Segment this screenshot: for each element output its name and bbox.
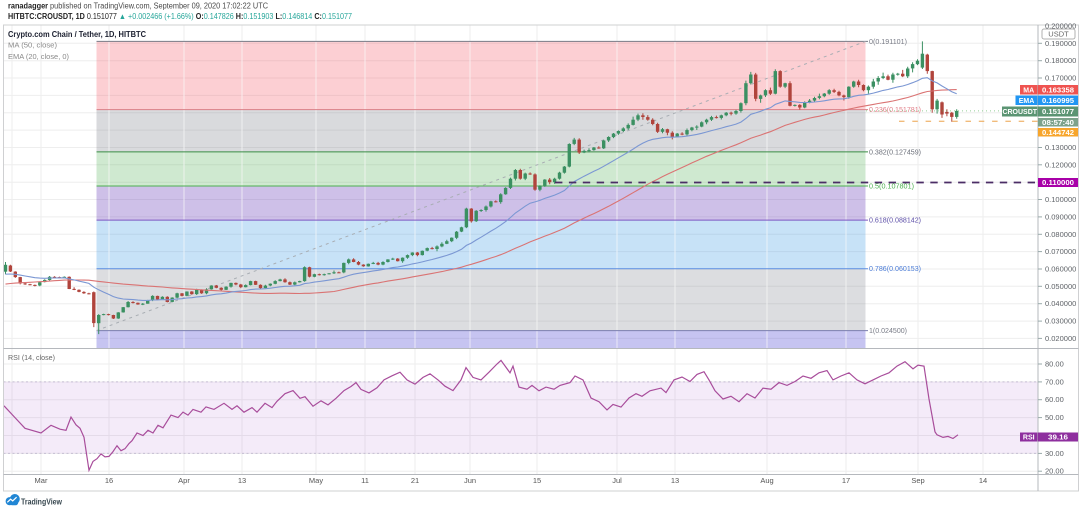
svg-text:11: 11 [361, 476, 369, 485]
svg-text:0.110000: 0.110000 [1042, 178, 1074, 187]
svg-text:16: 16 [105, 476, 113, 485]
svg-text:70.00: 70.00 [1045, 377, 1064, 386]
svg-text:USDT: USDT [1048, 30, 1069, 39]
svg-text:13: 13 [238, 476, 246, 485]
svg-text:0.130000: 0.130000 [1045, 143, 1076, 152]
svg-text:0.144742: 0.144742 [1042, 128, 1074, 137]
svg-text:30.00: 30.00 [1045, 449, 1064, 458]
svg-text:0.382(0.127459): 0.382(0.127459) [869, 147, 921, 156]
svg-text:60.00: 60.00 [1045, 395, 1064, 404]
svg-text:0.100000: 0.100000 [1045, 195, 1076, 204]
svg-text:0.163358: 0.163358 [1042, 85, 1074, 94]
svg-text:21: 21 [411, 476, 419, 485]
svg-text:ranadagger published on Tradin: ranadagger published on TradingView.com,… [8, 2, 268, 11]
svg-text:14: 14 [979, 476, 987, 485]
svg-text:0.120000: 0.120000 [1045, 160, 1076, 169]
svg-text:RSI: RSI [1023, 435, 1035, 442]
svg-text:0.200000: 0.200000 [1045, 22, 1076, 31]
svg-text:Jun: Jun [464, 476, 476, 485]
svg-text:0.080000: 0.080000 [1045, 230, 1076, 239]
svg-text:Apr: Apr [178, 476, 190, 485]
svg-text:0(0.191101): 0(0.191101) [869, 37, 907, 46]
svg-text:0.040000: 0.040000 [1045, 299, 1076, 308]
svg-text:08:57:40: 08:57:40 [1042, 120, 1074, 127]
svg-text:0.030000: 0.030000 [1045, 317, 1076, 326]
svg-text:MA (50, close): MA (50, close) [8, 41, 58, 50]
svg-text:1(0.024500): 1(0.024500) [869, 326, 907, 335]
svg-text:EMA: EMA [1019, 98, 1035, 105]
svg-text:17: 17 [842, 476, 850, 485]
svg-text:MA: MA [1023, 87, 1034, 94]
svg-text:80.00: 80.00 [1045, 360, 1064, 369]
svg-text:0.236(0.151781): 0.236(0.151781) [869, 105, 921, 114]
svg-text:CROUSDT: CROUSDT [1002, 109, 1037, 116]
svg-text:0.170000: 0.170000 [1045, 74, 1076, 83]
svg-text:May: May [309, 476, 323, 485]
svg-text:0.5(0.107801): 0.5(0.107801) [869, 182, 914, 191]
svg-text:Aug: Aug [760, 476, 773, 485]
svg-text:0.190000: 0.190000 [1045, 39, 1076, 48]
svg-text:0.090000: 0.090000 [1045, 212, 1076, 221]
svg-text:Sep: Sep [911, 476, 924, 485]
svg-text:Jul: Jul [612, 476, 622, 485]
svg-text:0.020000: 0.020000 [1045, 334, 1076, 343]
svg-text:EMA (20, close, 0): EMA (20, close, 0) [8, 52, 69, 61]
svg-text:Mar: Mar [35, 476, 48, 485]
svg-text:0.160995: 0.160995 [1042, 96, 1074, 105]
svg-text:50.00: 50.00 [1045, 413, 1064, 422]
svg-text:TradingView: TradingView [21, 497, 62, 507]
svg-text:HITBTC:CROUSDT, 1D 0.151077 ▲: HITBTC:CROUSDT, 1D 0.151077 ▲ +0.002466 … [8, 12, 352, 21]
svg-text:0.786(0.060153): 0.786(0.060153) [869, 264, 921, 273]
svg-text:0.060000: 0.060000 [1045, 265, 1076, 274]
svg-text:0.618(0.088142): 0.618(0.088142) [869, 216, 921, 225]
svg-text:0.180000: 0.180000 [1045, 56, 1076, 65]
svg-text:13: 13 [671, 476, 679, 485]
svg-text:0.151077: 0.151077 [1042, 107, 1074, 116]
svg-text:0.070000: 0.070000 [1045, 247, 1076, 256]
svg-text:20.00: 20.00 [1045, 467, 1064, 476]
svg-text:0.050000: 0.050000 [1045, 282, 1076, 291]
svg-text:39.16: 39.16 [1048, 433, 1068, 442]
svg-text:15: 15 [533, 476, 541, 485]
svg-text:Crypto.com Chain / Tether, 1D,: Crypto.com Chain / Tether, 1D, HITBTC [8, 30, 146, 39]
svg-text:RSI (14, close): RSI (14, close) [8, 353, 55, 362]
